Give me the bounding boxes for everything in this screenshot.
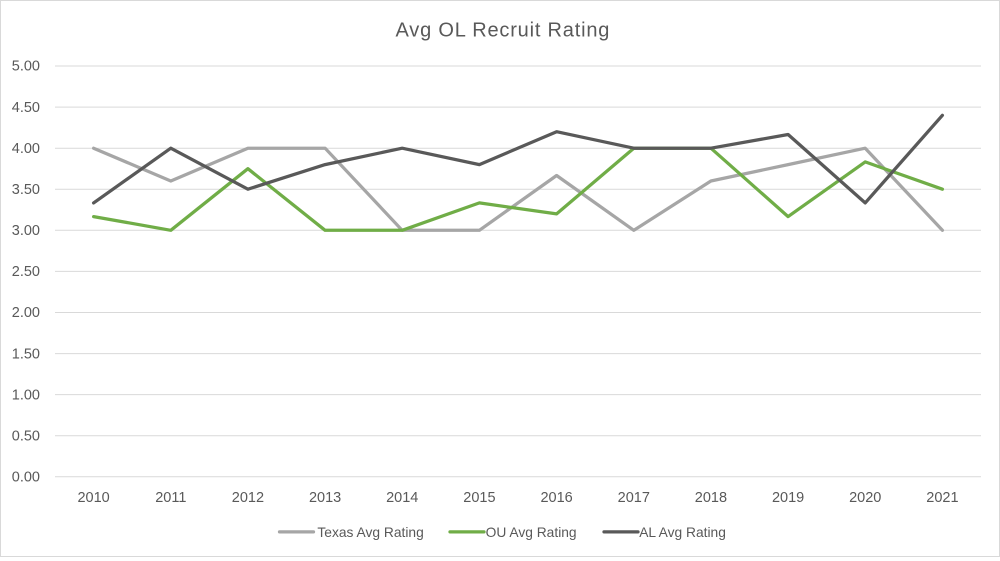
svg-text:Texas Avg Rating: Texas Avg Rating bbox=[317, 525, 423, 540]
svg-text:5.00: 5.00 bbox=[12, 59, 40, 75]
svg-text:0.50: 0.50 bbox=[12, 428, 40, 444]
svg-text:2012: 2012 bbox=[232, 490, 264, 506]
svg-text:2020: 2020 bbox=[849, 490, 881, 506]
svg-text:0.00: 0.00 bbox=[12, 470, 40, 486]
svg-text:2011: 2011 bbox=[155, 490, 186, 506]
svg-text:1.00: 1.00 bbox=[12, 387, 40, 403]
svg-text:2014: 2014 bbox=[386, 490, 418, 506]
svg-text:1.50: 1.50 bbox=[12, 346, 40, 362]
svg-text:2010: 2010 bbox=[77, 490, 109, 506]
svg-text:4.00: 4.00 bbox=[12, 141, 40, 157]
svg-text:2015: 2015 bbox=[463, 490, 495, 506]
svg-text:2018: 2018 bbox=[695, 490, 727, 506]
svg-text:2016: 2016 bbox=[540, 490, 572, 506]
svg-text:Avg OL Recruit Rating: Avg OL Recruit Rating bbox=[396, 20, 611, 42]
svg-text:3.50: 3.50 bbox=[12, 182, 40, 198]
svg-text:3.00: 3.00 bbox=[12, 223, 40, 239]
svg-text:2013: 2013 bbox=[309, 490, 341, 506]
svg-text:OU Avg Rating: OU Avg Rating bbox=[486, 525, 577, 540]
svg-text:2.50: 2.50 bbox=[12, 264, 40, 280]
svg-text:4.50: 4.50 bbox=[12, 100, 40, 116]
svg-text:2.00: 2.00 bbox=[12, 305, 40, 321]
svg-text:2019: 2019 bbox=[772, 490, 804, 506]
svg-text:AL Avg Rating: AL Avg Rating bbox=[639, 525, 726, 540]
svg-text:2021: 2021 bbox=[926, 490, 958, 506]
svg-text:2017: 2017 bbox=[618, 490, 650, 506]
